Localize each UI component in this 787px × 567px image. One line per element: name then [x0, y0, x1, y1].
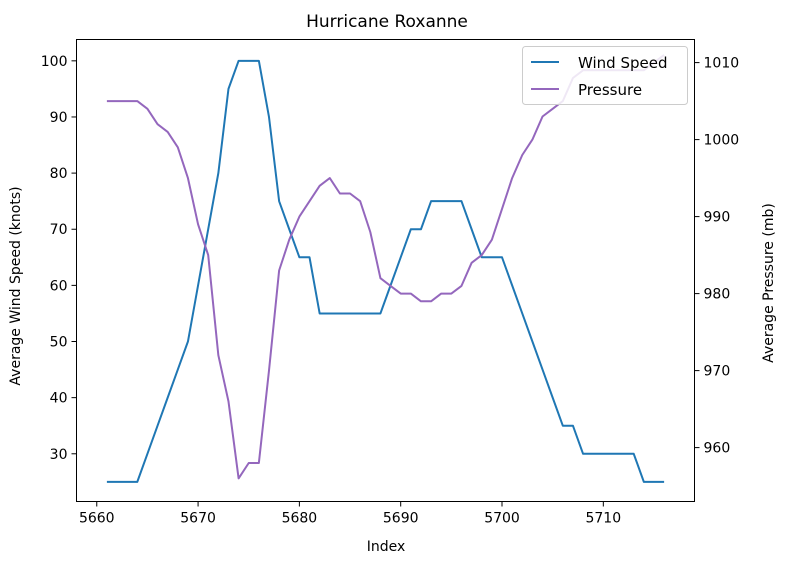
- y-left-tick-label: 70: [50, 222, 68, 238]
- plot-frame: [76, 39, 695, 502]
- y-left-tick-label: 40: [50, 391, 68, 407]
- y-right-tick-label: 970: [704, 364, 731, 380]
- y-axis-left: 30 40 50 60 70 80 90 100: [41, 54, 77, 463]
- chart-title: Hurricane Roxanne: [306, 12, 468, 32]
- y-right-tick-label: 980: [704, 287, 731, 303]
- y-left-tick-label: 90: [50, 110, 68, 126]
- y-left-tick-label: 80: [50, 166, 68, 182]
- y-left-tick-label: 50: [50, 335, 68, 351]
- y-right-tick-label: 1010: [704, 56, 740, 72]
- y-right-tick-label: 1000: [704, 133, 740, 149]
- x-axis: 5660 5670 5680 5690 5700 5710: [79, 501, 621, 527]
- x-tick-label: 5680: [282, 511, 318, 527]
- x-tick-label: 5690: [383, 511, 419, 527]
- x-tick-label: 5710: [585, 511, 621, 527]
- y-right-tick-label: 960: [704, 441, 731, 457]
- series-line-pressure: [106, 54, 665, 480]
- legend-label-pressure: Pressure: [578, 81, 642, 99]
- legend-label-wind-speed: Wind Speed: [578, 54, 668, 72]
- x-axis-label: Index: [367, 539, 406, 555]
- legend: Wind Speed Pressure: [522, 46, 688, 105]
- series-line-wind-speed: [106, 59, 665, 483]
- y-left-tick-label: 30: [50, 447, 68, 463]
- y-axis-left-label: Average Wind Speed (knots): [8, 186, 24, 385]
- y-left-tick-label: 100: [41, 54, 68, 70]
- x-tick-label: 5700: [484, 511, 520, 527]
- y-axis-right-label: Average Pressure (mb): [761, 203, 777, 363]
- x-tick-label: 5670: [180, 511, 216, 527]
- legend-box: [522, 46, 688, 105]
- y-left-tick-label: 60: [50, 278, 68, 294]
- y-axis-right: 960 970 980 990 1000 1010: [694, 56, 740, 457]
- x-tick-label: 5660: [79, 511, 115, 527]
- y-right-tick-label: 990: [704, 210, 731, 226]
